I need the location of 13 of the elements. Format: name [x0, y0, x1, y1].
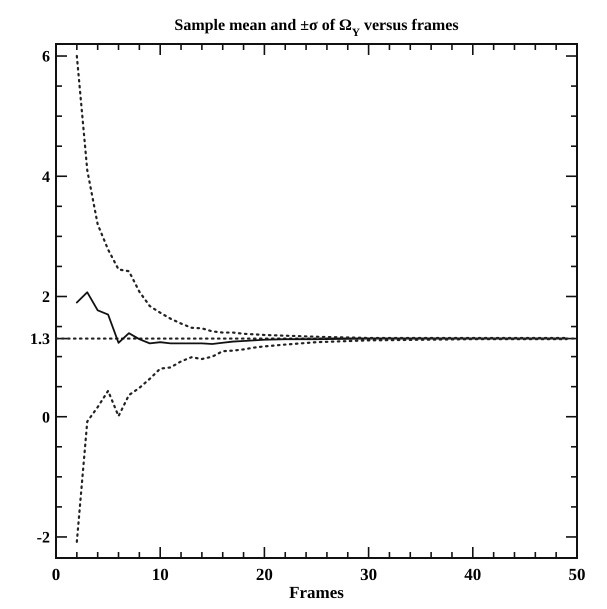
y-tick-label: 0 [42, 409, 50, 426]
x-tick-label: 20 [256, 565, 273, 584]
x-tick-label: 10 [152, 565, 169, 584]
chart-title: Sample mean and ±σ of Ω$_{Y}$ versus frames [174, 17, 459, 39]
x-tick-label: 30 [360, 565, 378, 584]
y-tick-label: 6 [42, 48, 50, 66]
x-tick-label: 50 [568, 565, 586, 584]
y-tick-label: -2 [36, 530, 50, 547]
y-tick-label: 1.3 [30, 331, 50, 348]
y-tick-label: 4 [42, 168, 50, 186]
y-tick-label: 2 [42, 289, 50, 306]
x-axis-title: Frames [289, 583, 344, 602]
x-tick-label: 40 [464, 565, 482, 584]
